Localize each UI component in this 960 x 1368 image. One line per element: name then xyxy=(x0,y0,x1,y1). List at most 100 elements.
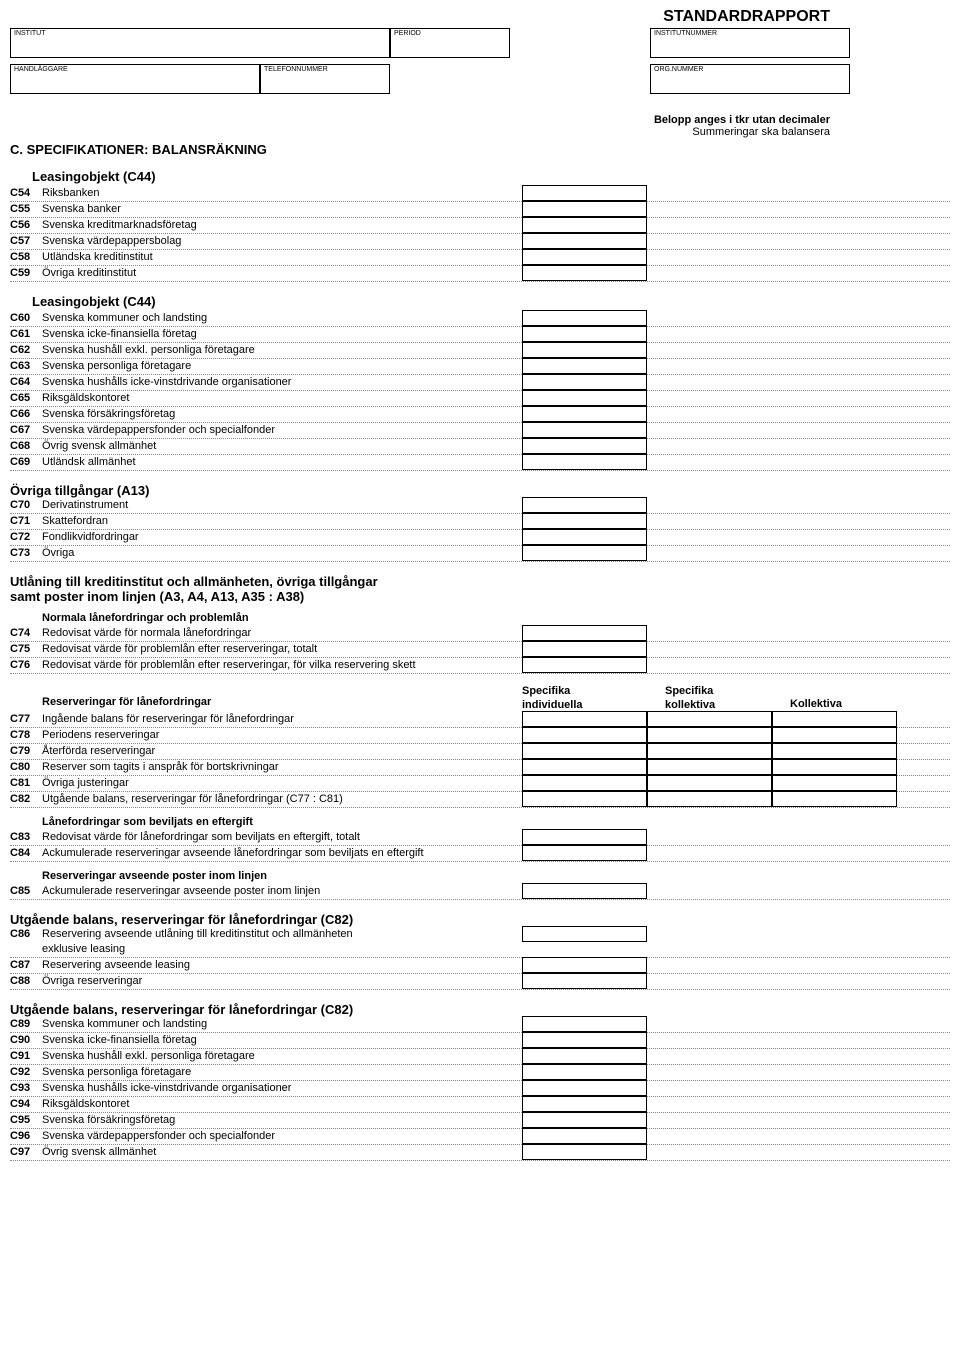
value-cell[interactable] xyxy=(522,374,647,390)
value-cell[interactable] xyxy=(522,326,647,342)
value-cell[interactable] xyxy=(647,743,772,759)
field-orgnummer[interactable]: ORG.NUMMER xyxy=(650,64,850,94)
field-institut[interactable]: INSTITUT xyxy=(10,28,390,58)
value-cell[interactable] xyxy=(647,791,772,807)
row-code: C84 xyxy=(10,846,42,861)
group-4-rows2: C77Ingående balans för reserveringar för… xyxy=(10,712,950,808)
row-label: Svenska värdepappersfonder och specialfo… xyxy=(42,423,522,438)
value-cell[interactable] xyxy=(522,342,647,358)
value-cell[interactable] xyxy=(522,529,647,545)
value-cell[interactable] xyxy=(522,845,647,861)
row-code: C82 xyxy=(10,792,42,807)
value-cell[interactable] xyxy=(647,775,772,791)
value-cell[interactable] xyxy=(522,406,647,422)
value-cell[interactable] xyxy=(522,201,647,217)
row-code: C54 xyxy=(10,186,42,201)
table-row: C74Redovisat värde för normala lånefordr… xyxy=(10,626,950,642)
row-label: Svenska kreditmarknadsföretag xyxy=(42,218,522,233)
value-cell[interactable] xyxy=(522,310,647,326)
value-cell[interactable] xyxy=(522,545,647,561)
value-cell[interactable] xyxy=(647,711,772,727)
row-label: Derivatinstrument xyxy=(42,498,522,513)
value-cell[interactable] xyxy=(522,625,647,641)
value-cell[interactable] xyxy=(522,973,647,989)
value-cell[interactable] xyxy=(772,711,897,727)
row-code: C68 xyxy=(10,439,42,454)
row-code: C95 xyxy=(10,1113,42,1128)
row-label: Ingående balans för reserveringar för lå… xyxy=(42,712,522,727)
value-cell[interactable] xyxy=(522,1080,647,1096)
table-row: C76Redovisat värde för problemlån efter … xyxy=(10,658,950,674)
value-cell[interactable] xyxy=(522,233,647,249)
row-code: C81 xyxy=(10,776,42,791)
row-label: Svenska personliga företagare xyxy=(42,1065,522,1080)
value-cell[interactable] xyxy=(772,775,897,791)
row-label: Periodens reserveringar xyxy=(42,728,522,743)
value-cell[interactable] xyxy=(772,743,897,759)
row-label: Övriga reserveringar xyxy=(42,974,522,989)
col-header-1: Specifikaindividuella xyxy=(522,684,647,712)
field-telefon[interactable]: TELEFONNUMMER xyxy=(260,64,390,94)
value-cell[interactable] xyxy=(522,711,647,727)
value-cell[interactable] xyxy=(647,759,772,775)
row-code: C70 xyxy=(10,498,42,513)
value-cell[interactable] xyxy=(772,727,897,743)
value-cell[interactable] xyxy=(772,791,897,807)
value-cell[interactable] xyxy=(522,513,647,529)
row-code: C60 xyxy=(10,311,42,326)
value-cell[interactable] xyxy=(522,217,647,233)
row-code: C85 xyxy=(10,884,42,899)
value-cell[interactable] xyxy=(522,957,647,973)
value-cell[interactable] xyxy=(522,926,647,942)
table-row: C57Svenska värdepappersbolag xyxy=(10,234,950,250)
row-code: C76 xyxy=(10,658,42,673)
value-cell[interactable] xyxy=(522,390,647,406)
field-institutnummer[interactable]: INSTITUTNUMMER xyxy=(650,28,850,58)
row-label: Övrig svensk allmänhet xyxy=(42,1145,522,1160)
value-cell[interactable] xyxy=(522,1016,647,1032)
row-label: Svenska värdepappersfonder och specialfo… xyxy=(42,1129,522,1144)
col-header-3: Kollektiva xyxy=(772,684,897,712)
value-cell[interactable] xyxy=(522,422,647,438)
value-cell[interactable] xyxy=(522,249,647,265)
value-cell[interactable] xyxy=(522,358,647,374)
row-label: Svenska kommuner och landsting xyxy=(42,311,522,326)
value-cell[interactable] xyxy=(522,775,647,791)
row-code: C86 xyxy=(10,927,42,957)
section-title: C. SPECIFIKATIONER: BALANSRÄKNING xyxy=(10,142,950,157)
value-cell[interactable] xyxy=(522,759,647,775)
value-cell[interactable] xyxy=(522,1032,647,1048)
group-4-title-2: samt poster inom linjen (A3, A4, A13, A3… xyxy=(10,589,950,604)
value-cell[interactable] xyxy=(522,185,647,201)
value-cell[interactable] xyxy=(522,497,647,513)
value-cell[interactable] xyxy=(522,438,647,454)
value-cell[interactable] xyxy=(772,759,897,775)
row-label: Svenska icke-finansiella företag xyxy=(42,1033,522,1048)
value-cell[interactable] xyxy=(522,265,647,281)
value-cell[interactable] xyxy=(522,1048,647,1064)
field-period[interactable]: PERIOD xyxy=(390,28,510,58)
value-cell[interactable] xyxy=(522,743,647,759)
value-cell[interactable] xyxy=(522,454,647,470)
row-code: C91 xyxy=(10,1049,42,1064)
value-cell[interactable] xyxy=(522,791,647,807)
row-code: C75 xyxy=(10,642,42,657)
value-cell[interactable] xyxy=(522,657,647,673)
value-cell[interactable] xyxy=(522,829,647,845)
value-cell[interactable] xyxy=(522,641,647,657)
group-4-sub2: Reserveringar för lånefordringar xyxy=(42,696,522,708)
value-cell[interactable] xyxy=(522,1064,647,1080)
value-cell[interactable] xyxy=(522,1144,647,1160)
value-cell[interactable] xyxy=(522,727,647,743)
group-4-sub1: Normala lånefordringar och problemlån xyxy=(42,612,950,624)
value-cell[interactable] xyxy=(522,1128,647,1144)
table-row: C78Periodens reserveringar xyxy=(10,728,950,744)
value-cell[interactable] xyxy=(522,883,647,899)
value-cell[interactable] xyxy=(647,727,772,743)
table-row: C83Redovisat värde för lånefordringar so… xyxy=(10,830,950,846)
group-4-sub3: Lånefordringar som beviljats en eftergif… xyxy=(42,816,950,828)
field-handlaggare[interactable]: HANDLÄGGARE xyxy=(10,64,260,94)
value-cell[interactable] xyxy=(522,1096,647,1112)
header-row-2: HANDLÄGGARE TELEFONNUMMER ORG.NUMMER xyxy=(10,64,950,94)
value-cell[interactable] xyxy=(522,1112,647,1128)
